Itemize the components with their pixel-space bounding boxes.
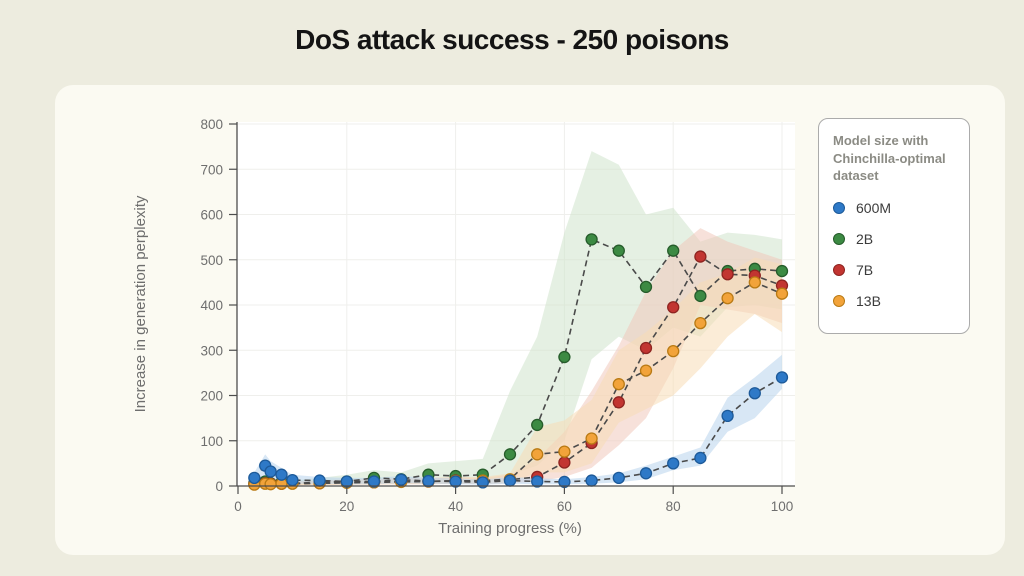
legend-label-7b: 7B — [856, 261, 874, 278]
chart-card: 0 100 200 300 400 500 600 700 800 0 20 40 60 80 100 Tra… — [55, 85, 1005, 555]
legend-label-600m: 600M — [856, 199, 892, 216]
svg-text:400: 400 — [200, 298, 223, 313]
legend-marker-13b-icon — [833, 294, 845, 307]
svg-text:0: 0 — [234, 499, 242, 514]
svg-text:40: 40 — [448, 499, 463, 514]
svg-text:800: 800 — [200, 117, 223, 132]
svg-text:700: 700 — [200, 162, 223, 177]
legend-title: Model size with Chinchilla-optimal datas… — [833, 133, 946, 184]
svg-text:20: 20 — [339, 499, 354, 514]
legend-item-13b: 13B — [833, 293, 955, 309]
legend-label-2b: 2B — [856, 230, 874, 247]
legend-item-600m: 600M — [833, 200, 955, 216]
legend-item-7b: 7B — [833, 262, 955, 278]
svg-text:Training progress (%): Training progress (%) — [438, 520, 582, 537]
perplexity-chart: 0 100 200 300 400 500 600 700 800 0 20 40 60 80 100 Tra… — [132, 117, 795, 537]
svg-text:100: 100 — [200, 434, 223, 449]
svg-text:80: 80 — [666, 499, 681, 514]
svg-text:500: 500 — [200, 253, 223, 268]
legend-label-13b: 13B — [856, 292, 881, 309]
svg-text:60: 60 — [557, 499, 572, 514]
svg-text:Increase in generation perplex: Increase in generation perplexity — [132, 195, 149, 412]
legend-marker-2b-icon — [833, 232, 845, 245]
svg-text:200: 200 — [200, 389, 223, 404]
svg-text:100: 100 — [771, 499, 794, 514]
svg-text:300: 300 — [200, 343, 223, 358]
page-title: DoS attack success - 250 poisons — [295, 24, 729, 55]
legend-marker-7b-icon — [833, 263, 845, 276]
legend-marker-600m-icon — [833, 201, 845, 214]
svg-text:600: 600 — [200, 208, 223, 223]
chart-legend: Model size with Chinchilla-optimal datas… — [818, 118, 970, 334]
legend-item-2b: 2B — [833, 231, 955, 247]
svg-text:0: 0 — [215, 479, 223, 494]
